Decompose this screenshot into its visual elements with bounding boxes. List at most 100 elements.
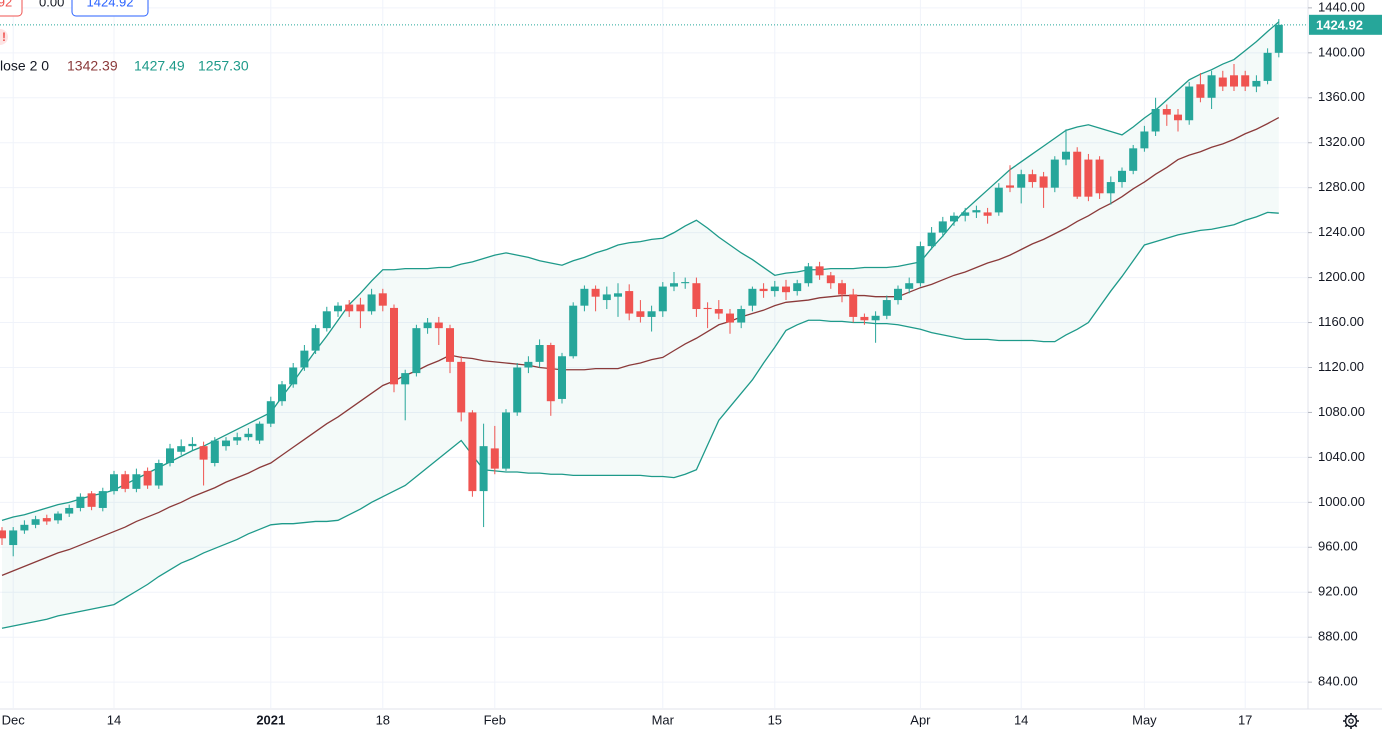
basis-line bbox=[1, 116, 1280, 576]
candle-body bbox=[658, 286, 667, 312]
y-tick-label: 1160.00 bbox=[1318, 314, 1364, 329]
candle-body bbox=[423, 322, 432, 329]
candle-body bbox=[950, 215, 958, 222]
candle-body bbox=[849, 294, 858, 317]
candle-body bbox=[703, 307, 712, 310]
candle-body bbox=[524, 361, 533, 368]
candle-body bbox=[726, 313, 734, 323]
x-tick-label: Dec bbox=[2, 712, 26, 727]
candle-body bbox=[826, 275, 835, 284]
x-tick-label: 17 bbox=[1238, 712, 1252, 727]
candle-body bbox=[233, 437, 242, 441]
candle-body bbox=[546, 345, 555, 402]
legend: 92 0.00 1424.92 ! close 2 0 1342.39 1427… bbox=[0, 0, 249, 74]
candle-body bbox=[882, 300, 891, 316]
candle-body bbox=[815, 266, 824, 276]
candle-body bbox=[42, 518, 51, 522]
candle-body bbox=[759, 288, 768, 292]
time-axis-bg bbox=[0, 709, 1382, 732]
y-tick-label: 1240.00 bbox=[1318, 224, 1365, 239]
x-tick-label: May bbox=[1132, 712, 1157, 727]
candle-body bbox=[972, 210, 981, 213]
candle-body bbox=[1039, 176, 1048, 188]
x-tick-label: 2021 bbox=[256, 712, 285, 727]
candle-body bbox=[1017, 174, 1026, 188]
candle-body bbox=[838, 283, 846, 295]
candle-body bbox=[54, 513, 62, 521]
candle-body bbox=[121, 474, 130, 489]
candle-body bbox=[20, 524, 29, 531]
candle-body bbox=[1207, 75, 1216, 98]
candle-body bbox=[110, 474, 118, 492]
x-tick-label: 18 bbox=[376, 712, 390, 727]
candle-body bbox=[1252, 80, 1261, 87]
alert-icon[interactable] bbox=[0, 29, 8, 45]
candle-body bbox=[188, 443, 197, 447]
last-price-label: 1424.92 bbox=[1316, 17, 1363, 32]
change-box bbox=[0, 0, 23, 17]
candle-body bbox=[1118, 170, 1126, 183]
price-label[interactable]: 1424.92 bbox=[87, 0, 134, 9]
candle-body bbox=[166, 448, 174, 464]
candle-body bbox=[1263, 52, 1272, 81]
y-tick-label: 1400.00 bbox=[1318, 44, 1365, 59]
candle-body bbox=[591, 288, 600, 297]
candle-body bbox=[9, 530, 18, 546]
candle-body bbox=[434, 322, 443, 329]
y-tick-label: 1120.00 bbox=[1318, 359, 1364, 374]
candle-body bbox=[468, 412, 477, 492]
spread-label: 0.00 bbox=[39, 0, 64, 9]
settings-icon[interactable] bbox=[1343, 713, 1359, 729]
candle-body bbox=[793, 283, 802, 292]
candle-body bbox=[143, 470, 152, 486]
candle-body bbox=[154, 463, 163, 486]
upper-value: 1427.49 bbox=[134, 58, 185, 74]
candle-body bbox=[1006, 185, 1014, 188]
candle-body bbox=[378, 293, 387, 306]
candle-body bbox=[345, 304, 354, 312]
candle-body bbox=[1106, 182, 1115, 194]
x-tick-label: Feb bbox=[484, 712, 506, 727]
candle-body bbox=[356, 304, 365, 312]
candle-body bbox=[334, 305, 342, 312]
x-tick-label: Mar bbox=[652, 712, 675, 727]
candle-body bbox=[770, 286, 779, 292]
gear-teeth[interactable] bbox=[1343, 713, 1359, 729]
candle-body bbox=[490, 448, 499, 469]
candle-body bbox=[636, 311, 645, 317]
candle-body bbox=[647, 311, 656, 317]
candle-body bbox=[860, 316, 869, 321]
indicator-label: close 2 0 bbox=[0, 58, 49, 74]
gear-hub[interactable] bbox=[1348, 718, 1354, 724]
candle-body bbox=[535, 345, 544, 362]
candle-body bbox=[31, 519, 40, 525]
candle-body bbox=[311, 328, 320, 351]
candle-body bbox=[602, 294, 611, 301]
y-tick-label: 1000.00 bbox=[1318, 494, 1365, 509]
candle-body bbox=[894, 288, 902, 301]
candle-body bbox=[367, 294, 376, 312]
candle-body bbox=[244, 433, 253, 438]
price-box[interactable] bbox=[71, 0, 149, 17]
candles bbox=[0, 19, 1308, 557]
y-tick-label: 1200.00 bbox=[1318, 269, 1365, 284]
candle-body bbox=[513, 367, 522, 413]
y-tick-label: 1280.00 bbox=[1318, 179, 1365, 194]
candle-body bbox=[670, 283, 678, 287]
y-tick-label: 920.00 bbox=[1318, 584, 1358, 599]
candle-body bbox=[804, 266, 813, 284]
candle-body bbox=[1084, 159, 1093, 197]
x-tick-label: 15 bbox=[768, 712, 782, 727]
candle-body bbox=[714, 309, 723, 314]
candle-body bbox=[177, 446, 186, 452]
candle-body bbox=[871, 315, 880, 321]
candle-body bbox=[300, 350, 309, 368]
candle-body bbox=[401, 373, 410, 385]
candle-body bbox=[569, 305, 578, 357]
candle-body bbox=[412, 328, 421, 374]
change-label: 92 bbox=[0, 0, 12, 9]
candle-body bbox=[961, 212, 970, 216]
alert-glyph[interactable]: ! bbox=[2, 30, 6, 44]
candle-body bbox=[1050, 159, 1059, 188]
